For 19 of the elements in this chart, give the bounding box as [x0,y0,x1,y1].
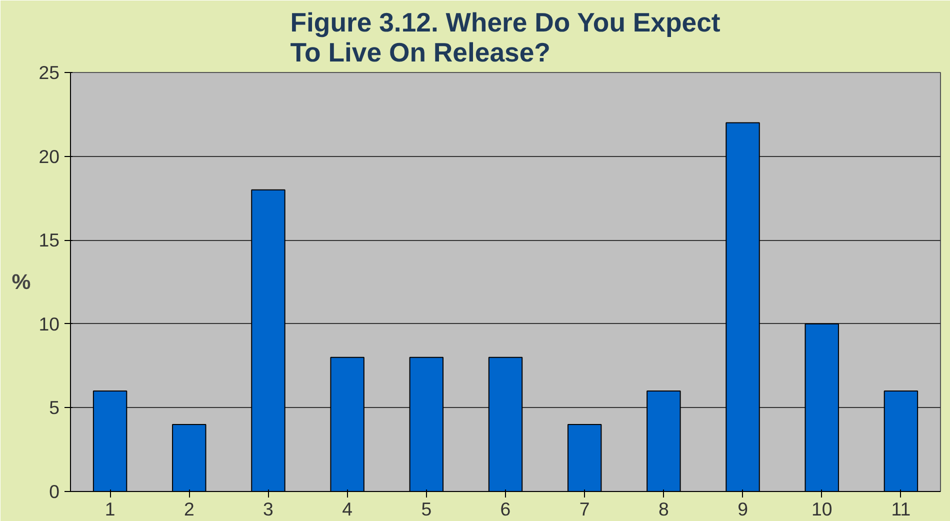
x-tick-label: 8 [658,498,669,520]
x-tick-label: 4 [342,498,353,520]
y-tick-label: 15 [38,230,60,251]
y-tick-label: 25 [38,62,60,83]
y-tick-label: 5 [49,397,60,418]
x-tick-label: 2 [184,498,194,520]
x-tick-label: 3 [263,498,274,520]
y-tick-label: 0 [49,481,60,502]
x-tick-label: 10 [811,498,832,520]
x-tick-label: 5 [421,498,432,520]
y-tick-label: 20 [38,146,60,167]
x-tick-label: 9 [738,498,748,520]
x-tick-label: 11 [891,498,911,520]
y-tick-label: 10 [38,313,60,334]
x-tick-label: 7 [579,498,590,520]
x-tick-label: 6 [500,498,511,520]
y-axis-title: % [12,270,31,294]
x-tick-label: 1 [104,498,116,520]
chart-title: Figure 3.12. Where Do You Expect To Live On Release? [290,8,720,68]
